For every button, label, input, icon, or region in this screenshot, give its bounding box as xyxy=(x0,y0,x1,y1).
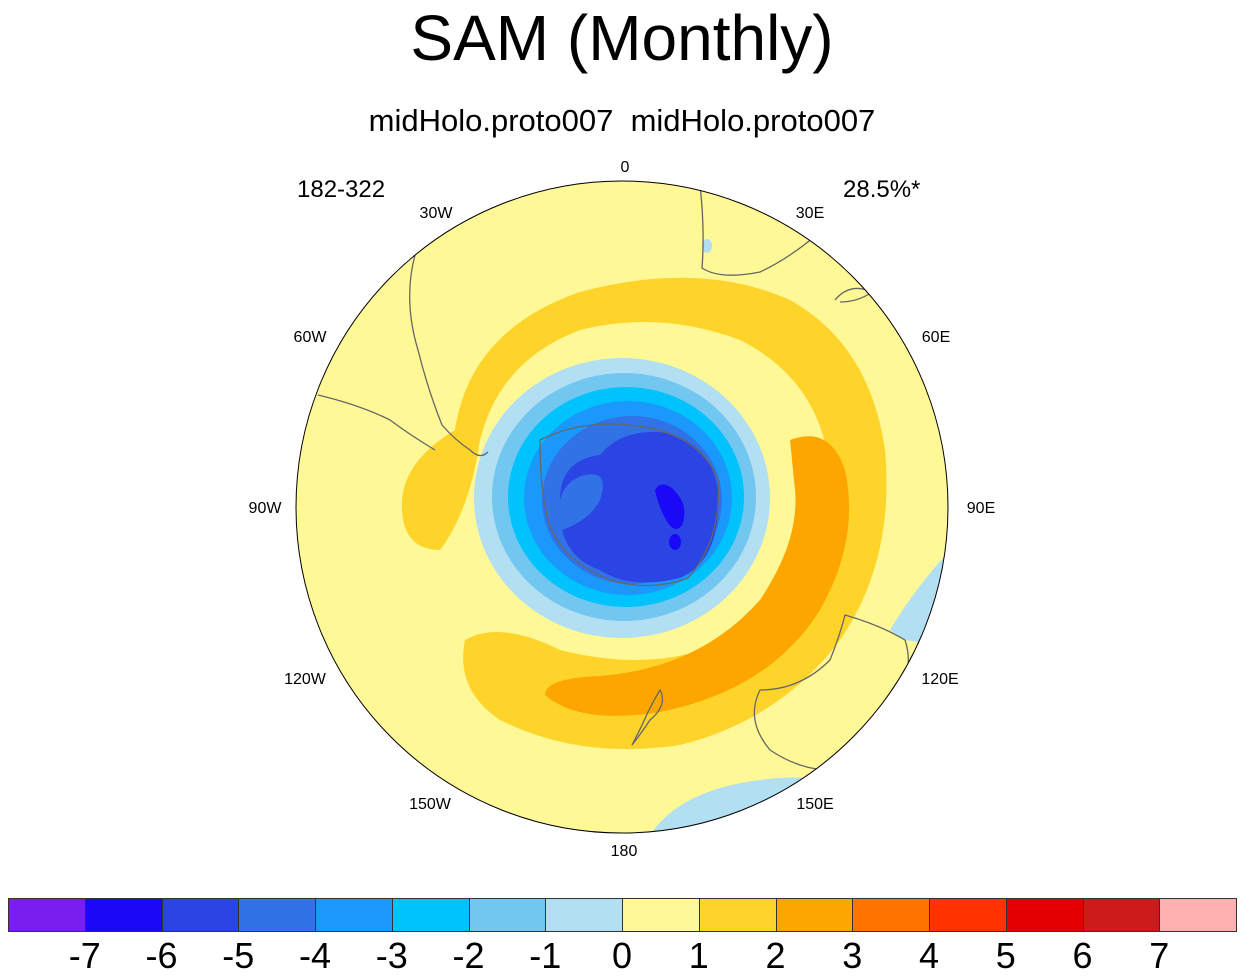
lon-label-120w: 120W xyxy=(284,671,327,688)
colorbar-tick-label: 6 xyxy=(1072,935,1093,976)
colorbar-swatch xyxy=(929,898,1007,932)
contour-field xyxy=(296,181,948,833)
lon-label-30e: 30E xyxy=(796,205,824,222)
colorbar-tick-label: 0 xyxy=(611,935,633,976)
lon-label-60w: 60W xyxy=(294,329,328,346)
colorbar-tick-label: -6 xyxy=(145,935,178,976)
colorbar-tick-label: 5 xyxy=(995,935,1016,976)
lon-label-150e: 150E xyxy=(796,796,833,813)
colorbar-swatch xyxy=(775,898,854,932)
lon-label-120e: 120E xyxy=(921,671,958,688)
colorbar-tick-label: -5 xyxy=(222,935,255,976)
colorbar-swatch xyxy=(84,898,163,932)
colorbar-swatch xyxy=(8,898,86,932)
lon-label-0: 0 xyxy=(621,159,630,176)
colorbar-tick-label: 4 xyxy=(918,935,940,976)
colorbar-tick-label: 7 xyxy=(1149,935,1170,976)
page-title: SAM (Monthly) xyxy=(410,2,834,74)
colorbar-tick-label: 1 xyxy=(688,935,709,976)
colorbar-swatch xyxy=(391,898,470,932)
colorbar-tick-label: -4 xyxy=(298,935,332,976)
longitude-labels: 0 30E 60E 90E 120E 150E 180 150W 120W 90… xyxy=(249,159,996,860)
polar-map: 0 30E 60E 90E 120E 150E 180 150W 120W 90… xyxy=(249,159,996,860)
colorbar-tick-label: 2 xyxy=(765,935,786,976)
negative-contour-7 xyxy=(655,484,685,529)
lon-label-90e: 90E xyxy=(967,500,995,517)
colorbar-swatch xyxy=(698,898,777,932)
colorbar-swatch xyxy=(1005,898,1084,932)
map-boundary xyxy=(295,180,949,834)
coastlines xyxy=(317,184,909,771)
negative-patch xyxy=(702,239,712,253)
colorbar-tick-label: -2 xyxy=(452,935,485,976)
colorbar-tick-label: -3 xyxy=(375,935,408,976)
lon-label-60e: 60E xyxy=(922,329,950,346)
colorbar-swatch xyxy=(161,898,240,932)
colorbar-tick-label: -7 xyxy=(68,935,101,976)
period-label: 182-322 xyxy=(297,176,386,203)
positive-contour-2 xyxy=(545,436,850,716)
lon-label-90w: 90W xyxy=(249,500,283,517)
colorbar-swatch xyxy=(315,898,393,932)
negative-contour-7 xyxy=(669,534,681,550)
lon-label-150w: 150W xyxy=(409,796,452,813)
colorbar-swatch xyxy=(468,898,547,932)
colorbar-swatch xyxy=(1082,898,1161,932)
colorbar-swatch xyxy=(238,898,316,932)
colorbar-swatch xyxy=(622,898,700,932)
lon-label-180: 180 xyxy=(611,843,638,860)
lon-label-30w: 30W xyxy=(420,205,454,222)
colorbar-tick-label: 3 xyxy=(842,935,863,976)
colorbar xyxy=(8,898,1237,932)
colorbar-tick-label: -1 xyxy=(529,935,562,976)
subtitle: midHolo.proto007 midHolo.proto007 xyxy=(368,103,876,138)
colorbar-swatch xyxy=(545,898,623,932)
colorbar-swatch xyxy=(1159,898,1237,932)
variance-label: 28.5%* xyxy=(843,176,921,203)
colorbar-swatch xyxy=(852,898,930,932)
negative-patch xyxy=(890,540,948,650)
